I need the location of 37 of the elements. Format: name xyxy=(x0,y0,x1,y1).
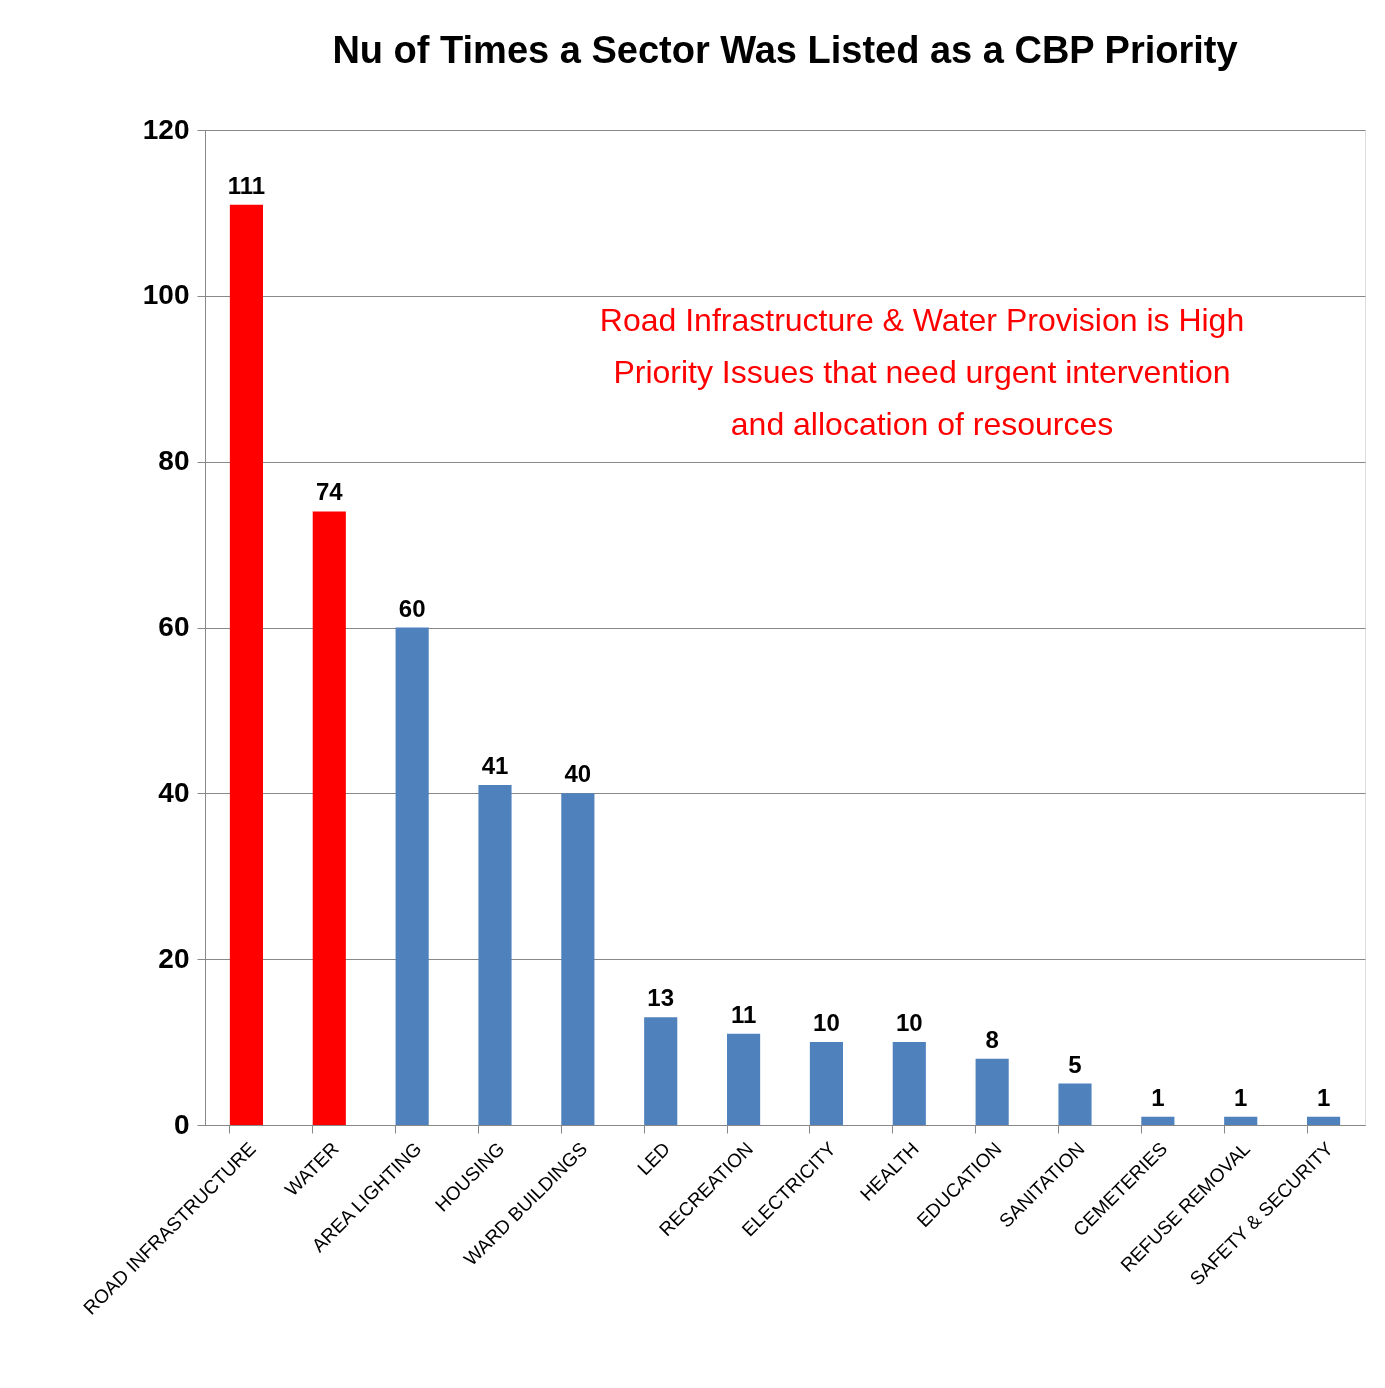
bar xyxy=(561,793,595,1125)
bar xyxy=(395,627,429,1125)
data-label: 11 xyxy=(730,1000,757,1028)
bar xyxy=(1141,1116,1175,1125)
data-label: 111 xyxy=(227,171,266,199)
bar xyxy=(1058,1083,1092,1125)
data-label: 41 xyxy=(481,752,509,780)
y-tick-label: 20 xyxy=(158,942,190,974)
bar xyxy=(1224,1116,1258,1125)
data-label: 40 xyxy=(564,760,592,788)
y-tick-label: 60 xyxy=(158,611,190,642)
data-label: 60 xyxy=(398,594,426,622)
data-label: 1 xyxy=(1316,1083,1331,1111)
bar xyxy=(312,511,346,1125)
data-label: 8 xyxy=(985,1025,999,1053)
data-label: 10 xyxy=(895,1009,923,1037)
bar xyxy=(478,785,512,1125)
data-label: 74 xyxy=(315,478,344,506)
data-label: 1 xyxy=(1234,1083,1248,1111)
y-tick-label: 0 xyxy=(173,1108,190,1140)
data-label: 10 xyxy=(813,1009,840,1037)
chart-title: Nu of Times a Sector Was Listed as a CBP Priority xyxy=(332,29,1238,71)
y-tick-label: 80 xyxy=(158,445,190,477)
bar xyxy=(644,1017,678,1125)
bar xyxy=(892,1042,926,1125)
bar xyxy=(975,1058,1009,1125)
y-tick-label: 100 xyxy=(142,279,190,311)
data-label: 5 xyxy=(1068,1050,1082,1078)
bar xyxy=(809,1042,843,1125)
data-label: 13 xyxy=(647,984,675,1012)
bar xyxy=(727,1033,761,1125)
bar xyxy=(229,204,263,1125)
bar xyxy=(1307,1116,1341,1125)
y-tick-label: 40 xyxy=(158,776,190,808)
data-label: 1 xyxy=(1151,1083,1165,1111)
annotation: Road Infrastructure & Water Provision is High Priority Issues that need urgent intervention and allocation of resources xyxy=(599,302,1245,442)
y-tick-label: 120 xyxy=(142,113,190,145)
